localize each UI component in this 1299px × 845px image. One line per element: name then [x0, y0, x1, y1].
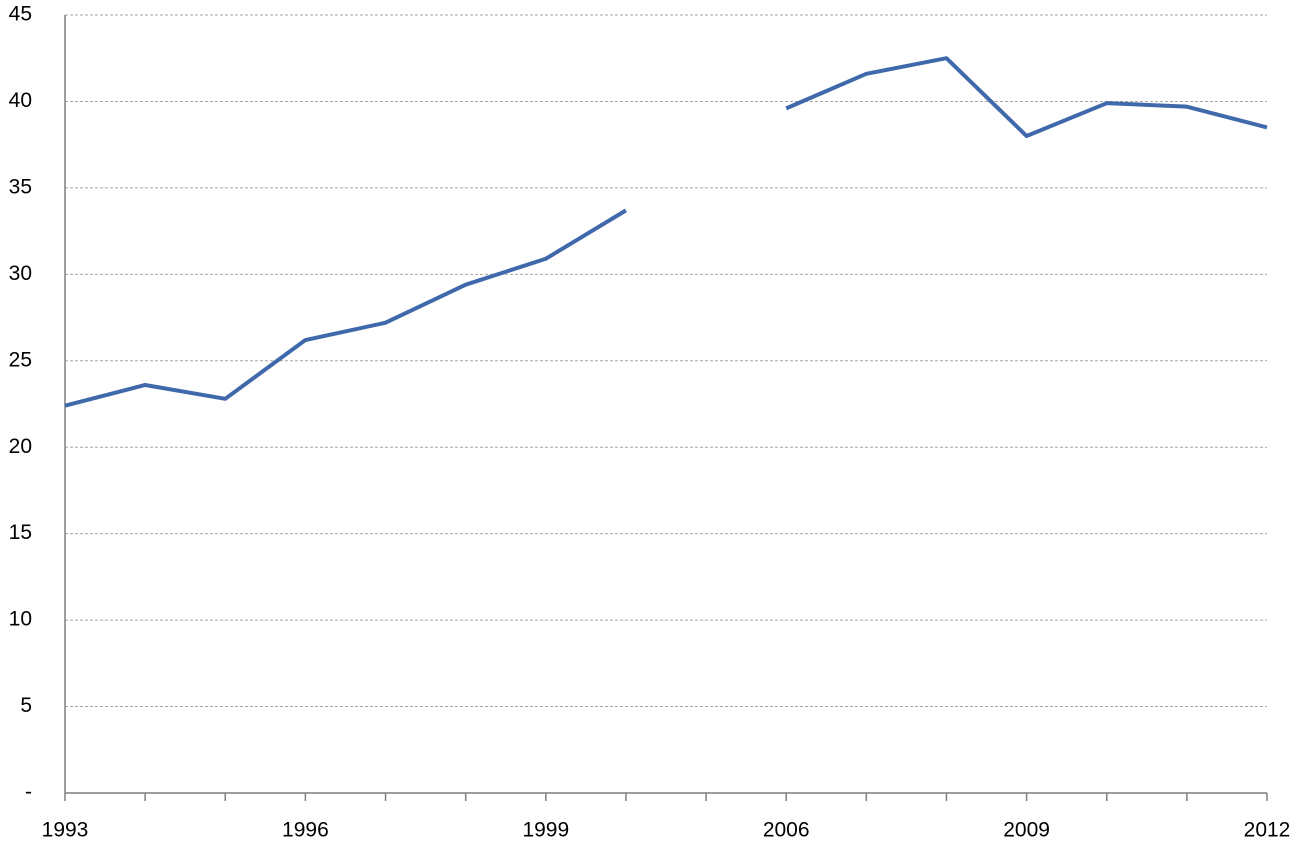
- y-tick-label: 35: [9, 175, 32, 198]
- y-tick-label: 15: [9, 521, 32, 544]
- y-tick-label: 45: [9, 3, 32, 26]
- x-tick-label: 1999: [522, 819, 569, 842]
- y-tick-label: -: [25, 781, 32, 804]
- x-tick-label: 1993: [42, 819, 89, 842]
- y-tick-label: 5: [20, 694, 32, 717]
- y-tick-label: 25: [9, 348, 32, 371]
- y-tick-label: 10: [9, 608, 32, 631]
- y-tick-label: 20: [9, 435, 32, 458]
- x-tick-label: 1996: [282, 819, 329, 842]
- x-tick-label: 2006: [763, 819, 810, 842]
- x-tick-label: 2012: [1244, 819, 1291, 842]
- y-tick-label: 40: [9, 89, 32, 112]
- x-tick-label: 2009: [1003, 819, 1050, 842]
- y-tick-label: 30: [9, 262, 32, 285]
- data-line: [64, 56, 1268, 408]
